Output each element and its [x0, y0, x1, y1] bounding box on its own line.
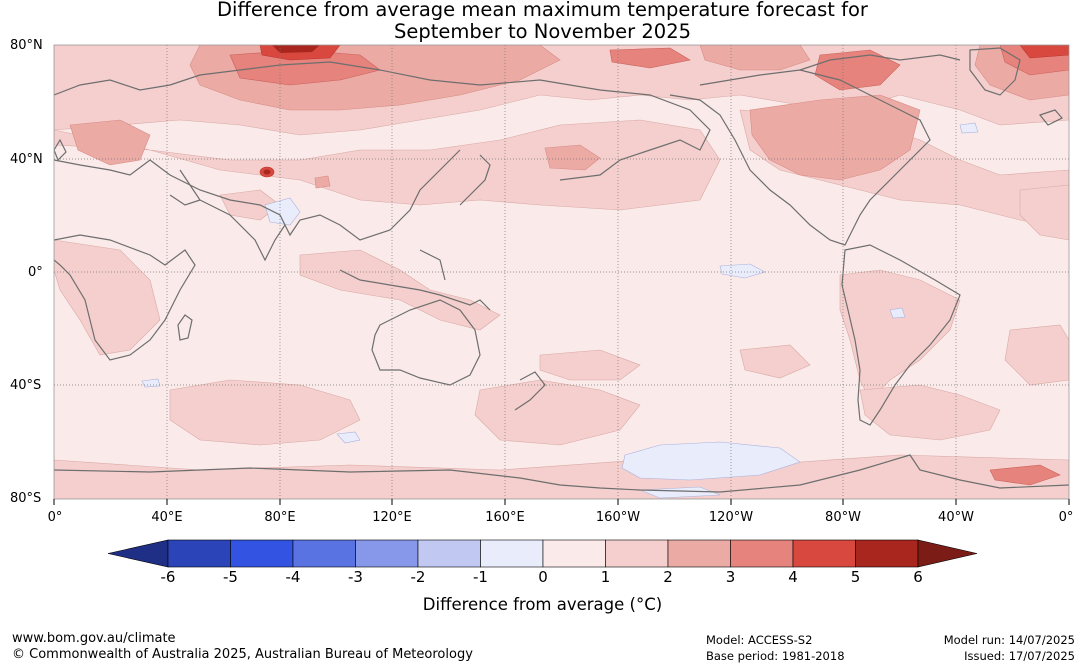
colorbar-tick-label: -6 — [160, 568, 176, 586]
colorbar-tick-label: 2 — [663, 568, 673, 586]
colorbar-swatch — [292, 539, 356, 568]
lon-label: 120°W — [708, 510, 754, 525]
colorbar-swatch — [542, 539, 606, 568]
lon-label: 40°W — [938, 510, 974, 525]
colorbar-swatch — [730, 539, 794, 568]
lon-label: 120°E — [372, 510, 412, 525]
model-name: Model: ACCESS-S2 — [706, 633, 813, 647]
colorbar-tick-label: -2 — [410, 568, 426, 586]
issued-date: Issued: 17/07/2025 — [964, 649, 1075, 663]
colorbar-swatch — [855, 539, 919, 568]
colorbar-tick-label: -4 — [285, 568, 301, 586]
base-period: Base period: 1981-2018 — [706, 649, 845, 663]
colorbar-swatch — [355, 539, 419, 568]
lon-label: 80°W — [825, 510, 861, 525]
lat-label-80s: 80°S — [10, 491, 42, 506]
anomaly-3-4-regions — [229, 45, 1069, 486]
axis-ticks — [53, 499, 1070, 505]
website-link[interactable]: www.bom.gov.au/climate — [12, 631, 176, 646]
lon-label: 80°E — [264, 510, 296, 525]
colorbar-arrow-high — [917, 539, 978, 568]
colorbar-tick-label: 5 — [850, 568, 861, 586]
map-title-line1: Difference from average mean maximum tem… — [217, 0, 868, 21]
anomaly-fields — [54, 45, 1069, 499]
colorbar-tick-label: -5 — [223, 568, 238, 586]
colorbar-label: Difference from average (°C) — [422, 595, 663, 614]
colorbar-tick-label: 4 — [788, 568, 798, 586]
lon-label: 40°E — [151, 510, 183, 525]
colorbar-tick-label: 1 — [600, 568, 611, 586]
model-run-date: Model run: 14/07/2025 — [943, 633, 1075, 647]
anomaly-5-6-regions — [263, 45, 320, 175]
graticule — [54, 45, 1069, 499]
colorbar-swatch — [480, 539, 544, 568]
lat-label-0: 0° — [28, 265, 43, 280]
lon-label: 160°E — [485, 510, 525, 525]
lon-label: 0° — [1058, 510, 1074, 525]
colorbar-arrow-low — [107, 539, 169, 568]
colorbar-swatch — [230, 539, 294, 568]
coastlines — [54, 47, 1069, 493]
map-title-line2: September to November 2025 — [393, 20, 692, 43]
lon-label: 160°W — [595, 510, 641, 525]
colorbar-swatch — [667, 539, 731, 568]
lon-label: 0° — [47, 510, 63, 525]
colorbar-tick-label: 0 — [538, 568, 548, 586]
map-frame — [53, 44, 1070, 500]
colorbar-swatch — [605, 539, 669, 568]
colorbar — [107, 539, 978, 568]
colorbar-swatch — [417, 539, 481, 568]
colorbar-tick-label: 6 — [913, 568, 923, 586]
colorbar-swatch — [167, 539, 231, 568]
colorbar-tick-label: -1 — [473, 568, 488, 586]
lat-label-40n: 40°N — [10, 152, 43, 167]
colorbar-swatch — [792, 539, 856, 568]
colorbar-tick-label: -3 — [348, 568, 363, 586]
colorbar-tick-label: 3 — [725, 568, 736, 586]
lat-label-40s: 40°S — [10, 378, 42, 393]
anomaly-neg-regions — [141, 122, 979, 499]
copyright-text: © Commonwealth of Australia 2025, Austra… — [12, 647, 473, 662]
lat-label-80n: 80°N — [10, 38, 43, 53]
